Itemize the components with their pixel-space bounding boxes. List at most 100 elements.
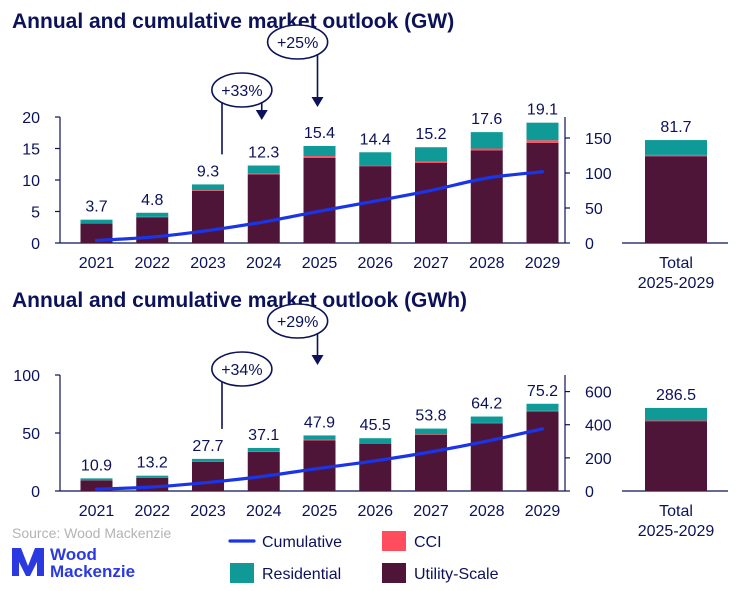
left-tick-label: 5 xyxy=(31,205,40,222)
x-tick-label: 2023 xyxy=(190,255,226,272)
callout-label: +25% xyxy=(277,35,318,52)
bar-total-label: 10.9 xyxy=(81,457,112,474)
bar-total-label: 64.2 xyxy=(471,396,502,413)
chart-panel-2: Annual and cumulative market outlook (GW… xyxy=(12,289,728,540)
bar-cci xyxy=(415,161,447,163)
left-tick-label: 10 xyxy=(22,173,40,190)
legend-label: CCI xyxy=(414,534,442,551)
bar-residential xyxy=(192,184,224,191)
bar-utility-scale xyxy=(303,157,336,243)
source-note: Source: Wood Mackenzie xyxy=(12,525,171,541)
bar-utility-scale xyxy=(470,150,503,243)
bar-residential xyxy=(247,165,280,174)
right-tick-label: 200 xyxy=(585,451,612,468)
bar-cci xyxy=(470,148,503,151)
chart-title: Annual and cumulative market outlook (GW… xyxy=(12,289,467,312)
cumulative-line xyxy=(94,170,545,243)
left-tick-label: 20 xyxy=(22,110,40,127)
total-category-label: Total xyxy=(659,503,693,520)
legend-box-swatch xyxy=(382,531,406,551)
callout-arrowhead xyxy=(255,110,268,120)
bar-utility-scale xyxy=(359,443,392,491)
bar-utility-scale xyxy=(247,174,280,243)
callout-bubble xyxy=(211,72,273,108)
right-tick-label: 50 xyxy=(585,201,603,218)
bar-residential xyxy=(80,478,113,481)
callout-label: +29% xyxy=(277,314,318,331)
x-tick-label: 2028 xyxy=(469,255,505,272)
bar-total-label: 12.3 xyxy=(248,145,279,162)
bar-total-label: 15.4 xyxy=(304,125,335,142)
right-tick-label: 400 xyxy=(585,418,612,435)
bar-residential xyxy=(526,403,559,411)
x-tick-label: 2022 xyxy=(134,255,170,272)
bar-cci xyxy=(526,140,559,143)
bar-residential xyxy=(359,438,392,444)
bar-residential xyxy=(80,219,113,224)
bar-cci xyxy=(247,173,280,175)
bar-residential xyxy=(470,132,503,149)
total-bar-residential xyxy=(645,407,707,421)
x-tick-label: 2027 xyxy=(413,255,449,272)
bar-cci xyxy=(303,156,336,158)
callout-bubble xyxy=(266,24,329,60)
callout-arrowhead xyxy=(311,97,324,107)
bar-total-label: 27.7 xyxy=(192,438,223,455)
left-tick-label: 50 xyxy=(22,426,40,443)
bar-residential xyxy=(247,447,280,452)
left-tick-label: 100 xyxy=(13,368,40,385)
legend-label: Cumulative xyxy=(262,534,342,551)
legend-item-utility: Utility-Scale xyxy=(382,563,499,583)
right-tick-label: 150 xyxy=(585,131,612,148)
x-tick-label: 2026 xyxy=(357,503,393,520)
callout-bubble xyxy=(211,351,273,387)
bar-utility-scale xyxy=(192,461,224,491)
legend-item-cci: CCI xyxy=(382,531,442,551)
x-tick-label: 2026 xyxy=(357,255,393,272)
legend-box-swatch xyxy=(230,563,254,583)
bar-residential xyxy=(136,212,169,217)
bar-cci xyxy=(526,410,559,412)
bar-utility-scale xyxy=(247,452,280,491)
bar-total-label: 45.5 xyxy=(360,417,391,434)
x-tick-label: 2024 xyxy=(246,503,282,520)
total-category-sublabel: 2025-2029 xyxy=(638,523,715,540)
bar-residential xyxy=(526,122,559,141)
bar-total-label: 17.6 xyxy=(471,111,502,128)
bar-cci xyxy=(192,190,224,191)
bar-utility-scale xyxy=(526,411,559,491)
cumulative-line xyxy=(94,427,545,491)
x-tick-label: 2025 xyxy=(302,503,338,520)
x-tick-label: 2029 xyxy=(525,255,561,272)
bar-total-label: 75.2 xyxy=(527,383,558,400)
x-tick-label: 2021 xyxy=(79,503,115,520)
total-category-sublabel: 2025-2029 xyxy=(638,275,715,292)
legend-label: Utility-Scale xyxy=(414,566,499,583)
bar-cci xyxy=(359,165,392,167)
x-tick-label: 2029 xyxy=(525,503,561,520)
bar-total-label: 14.4 xyxy=(360,131,391,148)
bar-utility-scale xyxy=(80,223,113,243)
bar-total-label: 53.8 xyxy=(415,408,446,425)
bar-total-label: 9.3 xyxy=(197,163,219,180)
right-tick-label: 100 xyxy=(585,166,612,183)
legend-item-cumulative: Cumulative xyxy=(228,534,342,551)
bar-residential xyxy=(136,475,169,478)
total-bar-cci xyxy=(645,420,707,422)
total-category-label: Total xyxy=(659,255,693,272)
bar-utility-scale xyxy=(192,190,224,243)
bar-cci xyxy=(470,422,503,424)
chart-title: Annual and cumulative market outlook (GW… xyxy=(12,10,454,33)
right-tick-label: 0 xyxy=(585,484,594,501)
bar-residential xyxy=(359,152,392,166)
left-tick-label: 0 xyxy=(31,236,40,253)
logo-text-line1: Wood xyxy=(50,545,97,564)
left-tick-label: 15 xyxy=(22,142,40,159)
total-bar-utility-scale xyxy=(645,421,707,491)
total-bar-utility-scale xyxy=(645,156,707,243)
bar-utility-scale xyxy=(526,142,559,243)
callout-label: +33% xyxy=(221,83,262,100)
x-tick-label: 2021 xyxy=(79,255,115,272)
